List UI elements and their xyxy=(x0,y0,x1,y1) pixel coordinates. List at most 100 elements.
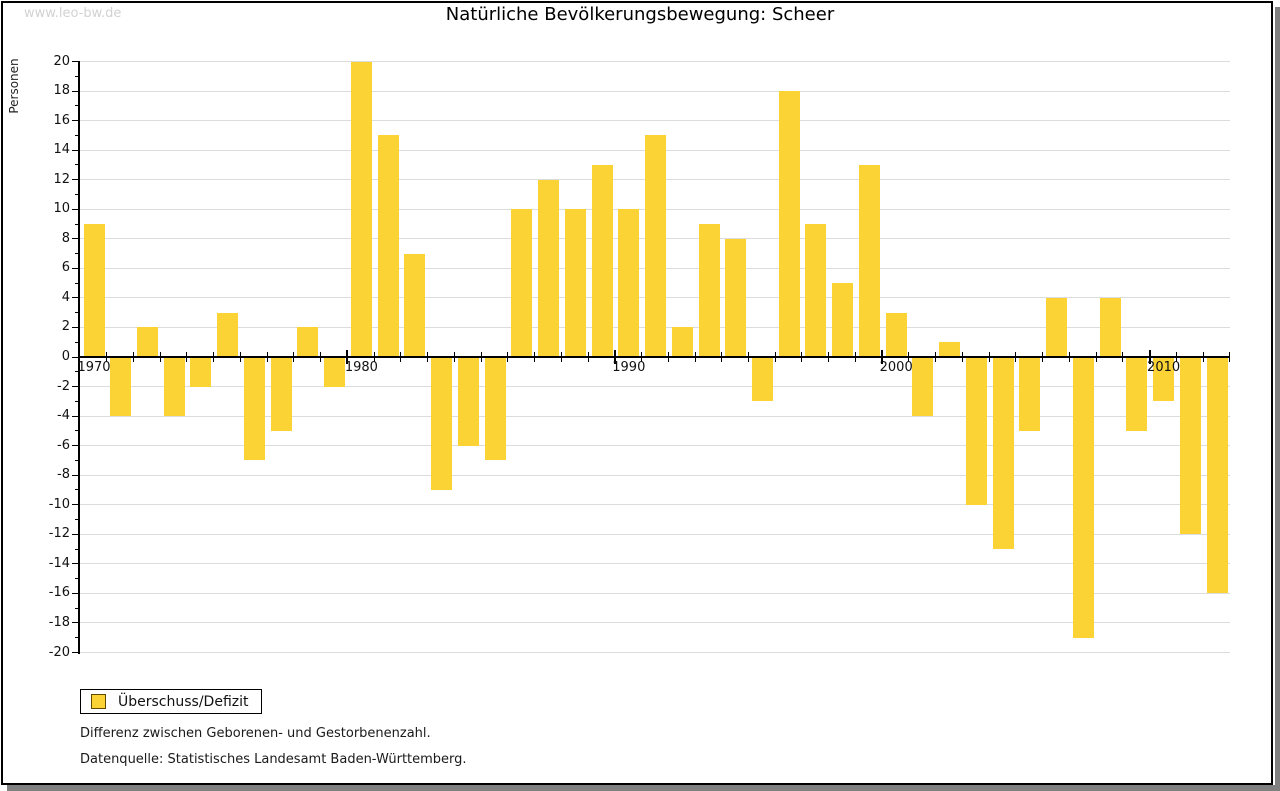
bar-2007 xyxy=(1072,357,1094,638)
x-tick xyxy=(854,352,856,362)
bar-2006 xyxy=(1046,297,1068,357)
gridline xyxy=(80,622,1230,624)
bar-2005 xyxy=(1019,357,1041,431)
y-tick xyxy=(75,105,78,107)
y-tick xyxy=(75,223,78,225)
bar-1970 xyxy=(83,224,105,357)
bar-1985 xyxy=(484,357,506,461)
gridline xyxy=(80,415,1230,417)
bar-1997 xyxy=(805,224,827,357)
bar-1990 xyxy=(618,209,640,357)
y-tick-label: -6 xyxy=(57,437,70,453)
y-tick xyxy=(72,208,78,210)
legend-swatch-icon xyxy=(91,694,106,709)
bar-1996 xyxy=(778,91,800,357)
bar-2003 xyxy=(965,357,987,505)
x-tick xyxy=(908,352,910,362)
bar-1975 xyxy=(217,312,239,357)
gridline xyxy=(80,90,1230,92)
y-tick xyxy=(75,489,78,491)
x-tick xyxy=(801,352,803,362)
x-tick xyxy=(935,352,937,362)
y-tick xyxy=(72,386,78,388)
y-tick-label: -4 xyxy=(57,408,70,424)
x-tick xyxy=(293,352,295,362)
y-tick-label: 10 xyxy=(53,201,70,217)
y-tick xyxy=(75,75,78,77)
y-tick xyxy=(72,445,78,447)
y-tick xyxy=(75,193,78,195)
x-tick xyxy=(961,352,963,362)
bar-1984 xyxy=(457,357,479,446)
bar-1993 xyxy=(698,224,720,357)
x-tick xyxy=(159,352,161,362)
y-tick-label: 18 xyxy=(53,83,70,99)
x-tick xyxy=(641,352,643,362)
bar-2011 xyxy=(1179,357,1201,535)
bar-1974 xyxy=(190,357,212,387)
y-tick xyxy=(72,297,78,299)
y-tick xyxy=(75,253,78,255)
y-tick-label: -16 xyxy=(48,585,70,601)
y-tick xyxy=(75,430,78,432)
x-tick xyxy=(560,352,562,362)
x-tick xyxy=(1042,352,1044,362)
x-tick xyxy=(1202,352,1204,362)
y-tick xyxy=(75,607,78,609)
x-tick xyxy=(186,352,188,362)
x-tick xyxy=(106,352,108,362)
x-tick xyxy=(1015,352,1017,362)
y-tick xyxy=(72,415,78,417)
y-tick-label: 4 xyxy=(61,289,70,305)
bar-1998 xyxy=(832,283,854,357)
x-tick xyxy=(748,352,749,362)
x-tick xyxy=(427,352,429,362)
y-tick xyxy=(75,519,78,521)
x-tick xyxy=(721,352,723,362)
y-tick xyxy=(72,90,78,92)
bar-1982 xyxy=(404,253,426,357)
y-tick-label: 0 xyxy=(61,349,70,364)
bar-1971 xyxy=(110,357,132,417)
y-tick-label: -2 xyxy=(57,378,70,394)
y-tick xyxy=(72,533,78,535)
y-tick xyxy=(75,134,78,136)
gridline xyxy=(80,563,1230,565)
y-tick-label: -20 xyxy=(48,644,70,660)
y-tick xyxy=(72,356,78,358)
y-tick-label: 16 xyxy=(53,112,70,128)
bar-1989 xyxy=(591,164,613,357)
bar-1986 xyxy=(511,209,533,357)
y-tick-label: -10 xyxy=(48,496,70,512)
y-tick xyxy=(72,592,78,594)
bar-1972 xyxy=(136,327,158,357)
x-tick xyxy=(320,352,322,362)
x-tick xyxy=(1122,352,1124,362)
drop-shadow-right xyxy=(1275,7,1280,791)
y-tick-label: 2 xyxy=(61,319,70,335)
gridline xyxy=(80,120,1230,122)
x-tick xyxy=(346,350,349,364)
x-tick xyxy=(453,352,455,362)
y-tick xyxy=(75,312,78,314)
x-tick xyxy=(694,352,696,362)
gridline xyxy=(80,533,1230,535)
x-tick-label: 1990 xyxy=(612,360,646,375)
footnote-source: Datenquelle: Statistisches Landesamt Bad… xyxy=(80,752,467,767)
y-tick-label: -8 xyxy=(57,467,70,483)
x-tick xyxy=(828,352,830,362)
footnote-description: Differenz zwischen Geborenen- und Gestor… xyxy=(80,726,431,741)
bar-1987 xyxy=(538,179,560,357)
x-tick xyxy=(1175,352,1177,362)
y-tick xyxy=(75,548,78,550)
x-tick xyxy=(587,352,589,362)
bar-1981 xyxy=(377,135,399,357)
x-tick xyxy=(881,350,884,364)
y-tick xyxy=(72,267,78,269)
bar-1991 xyxy=(645,135,667,357)
bar-2012 xyxy=(1206,357,1228,594)
bar-2009 xyxy=(1126,357,1148,431)
y-tick xyxy=(72,563,78,565)
x-tick-label: 1970 xyxy=(77,360,111,375)
